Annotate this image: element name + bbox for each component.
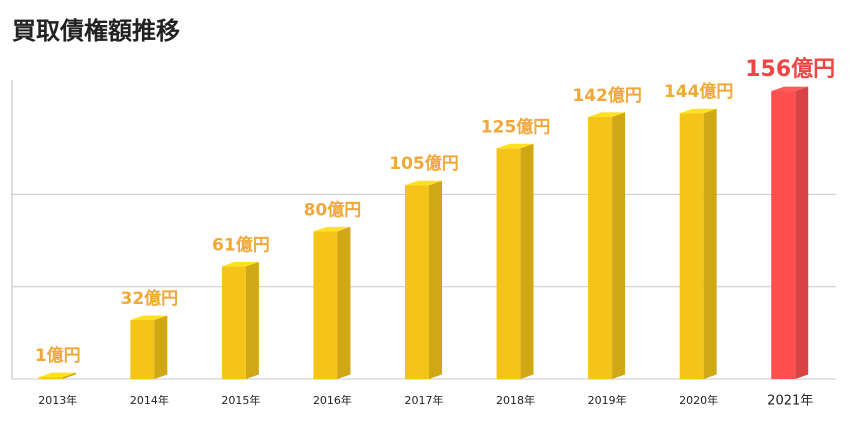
value-label: 61億円 bbox=[212, 234, 270, 255]
bar-top bbox=[771, 86, 809, 92]
value-label: 32億円 bbox=[120, 288, 178, 309]
x-tick-label: 2015年 bbox=[221, 393, 260, 407]
chart-title: 買取債権額推移 bbox=[12, 17, 180, 45]
bar-side bbox=[520, 143, 534, 379]
value-label: 144億円 bbox=[664, 81, 734, 102]
bar bbox=[588, 116, 613, 380]
bar-side bbox=[337, 226, 351, 379]
bar-top bbox=[313, 226, 351, 232]
value-label: 125億円 bbox=[481, 116, 551, 137]
bar-top bbox=[679, 108, 717, 114]
bar-top bbox=[496, 143, 534, 149]
bar bbox=[496, 148, 521, 379]
x-tick-label: 2018年 bbox=[496, 393, 535, 407]
bar bbox=[130, 319, 155, 379]
x-tick-label: 2019年 bbox=[588, 393, 627, 407]
bar-top bbox=[588, 112, 626, 117]
x-tick-label: 2020年 bbox=[679, 393, 718, 407]
value-label: 156億円 bbox=[745, 56, 835, 82]
bar-top bbox=[221, 261, 259, 267]
bar-side bbox=[795, 86, 809, 380]
bar-top bbox=[405, 180, 442, 186]
bar bbox=[221, 266, 246, 379]
bar-side bbox=[703, 108, 717, 379]
bar bbox=[405, 185, 429, 379]
bar-side bbox=[62, 372, 76, 379]
x-tick-label: 2017年 bbox=[405, 393, 444, 407]
x-tick-label: 2014年 bbox=[130, 393, 169, 407]
value-label: 80億円 bbox=[304, 199, 362, 220]
bar-top bbox=[130, 315, 168, 320]
bar-side bbox=[612, 112, 626, 380]
bar bbox=[679, 113, 704, 379]
value-label: 105億円 bbox=[389, 153, 459, 174]
value-label: 1億円 bbox=[35, 345, 81, 366]
bar-side bbox=[154, 315, 168, 379]
x-tick-label: 2021年 bbox=[767, 394, 813, 409]
bar-side bbox=[429, 180, 442, 379]
bar-side bbox=[245, 261, 259, 379]
x-tick-label: 2016年 bbox=[313, 393, 352, 407]
bar bbox=[771, 91, 796, 380]
bar bbox=[38, 377, 63, 379]
value-label: 142億円 bbox=[572, 85, 642, 106]
bar bbox=[313, 231, 338, 379]
x-tick-label: 2013年 bbox=[38, 393, 77, 407]
bar-top bbox=[38, 372, 76, 378]
